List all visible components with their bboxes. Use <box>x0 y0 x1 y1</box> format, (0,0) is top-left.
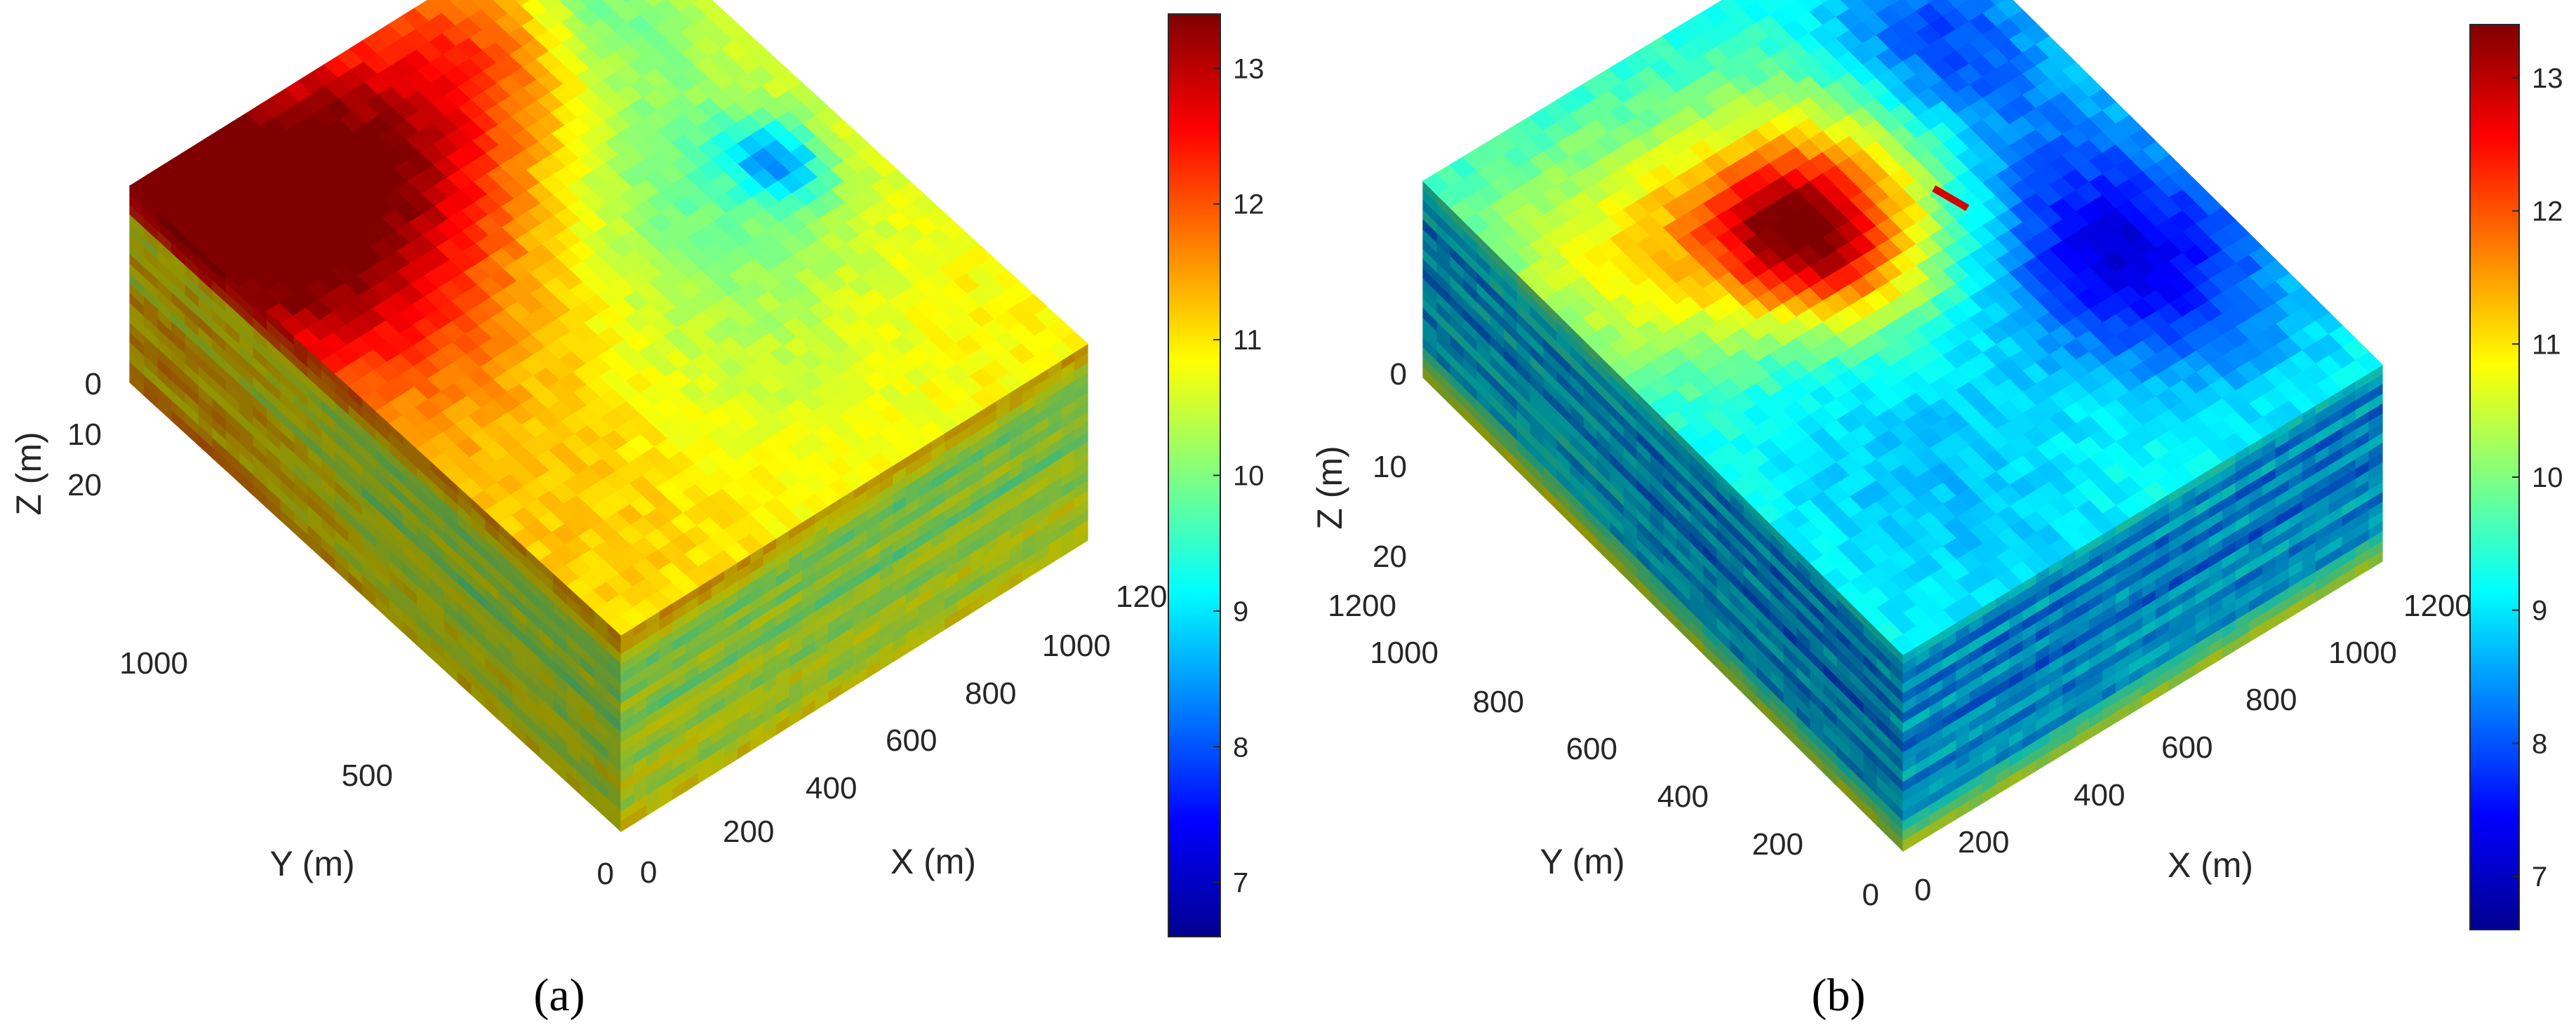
colorbar-a-scale <box>1168 13 1221 937</box>
cell <box>129 371 144 396</box>
z-tick: 10 <box>67 417 102 452</box>
colorbar-tick: 13 <box>1233 53 1264 84</box>
panel-a: 0 10 20 Z (m) 0 500 1000 Y (m) 0 200 400… <box>9 0 1264 1021</box>
x-tick: 600 <box>886 723 937 758</box>
x-axis-label: X (m) <box>890 842 976 881</box>
y-axis-label: Y (m) <box>269 844 354 883</box>
colorbar-tick: 12 <box>1233 189 1264 220</box>
x-tick: 1000 <box>1042 629 1111 663</box>
cube-a <box>129 0 1088 833</box>
y-tick: 0 <box>597 857 614 891</box>
colorbar-tick: 11 <box>1233 325 1262 356</box>
colorbar-tick: 8 <box>1233 732 1248 763</box>
caption-a: (a) <box>533 970 585 1021</box>
y-tick: 500 <box>342 758 393 793</box>
colorbar-a: 7 8 9 10 11 12 13 <box>1168 13 1264 937</box>
z-axis-label: Z (m) <box>9 432 48 515</box>
y-tick: 1000 <box>119 646 188 681</box>
panel-b: 0 10 20 Z (m) 0 200 400 600 800 1000 120… <box>1310 0 2563 1021</box>
colorbar-tick: 7 <box>1233 868 1248 899</box>
z-tick: 20 <box>67 468 102 502</box>
cube-a-right-face <box>620 342 1088 833</box>
x-tick: 800 <box>965 676 1016 711</box>
cube-a-front-face <box>129 185 622 833</box>
colorbar-tick: 10 <box>1233 461 1264 492</box>
x-tick: 400 <box>806 771 857 805</box>
z-tick: 0 <box>85 367 102 401</box>
x-tick: 0 <box>640 855 657 890</box>
colorbar-tick: 9 <box>1233 596 1248 627</box>
x-tick: 200 <box>723 815 774 849</box>
cube-b <box>1422 0 2383 852</box>
